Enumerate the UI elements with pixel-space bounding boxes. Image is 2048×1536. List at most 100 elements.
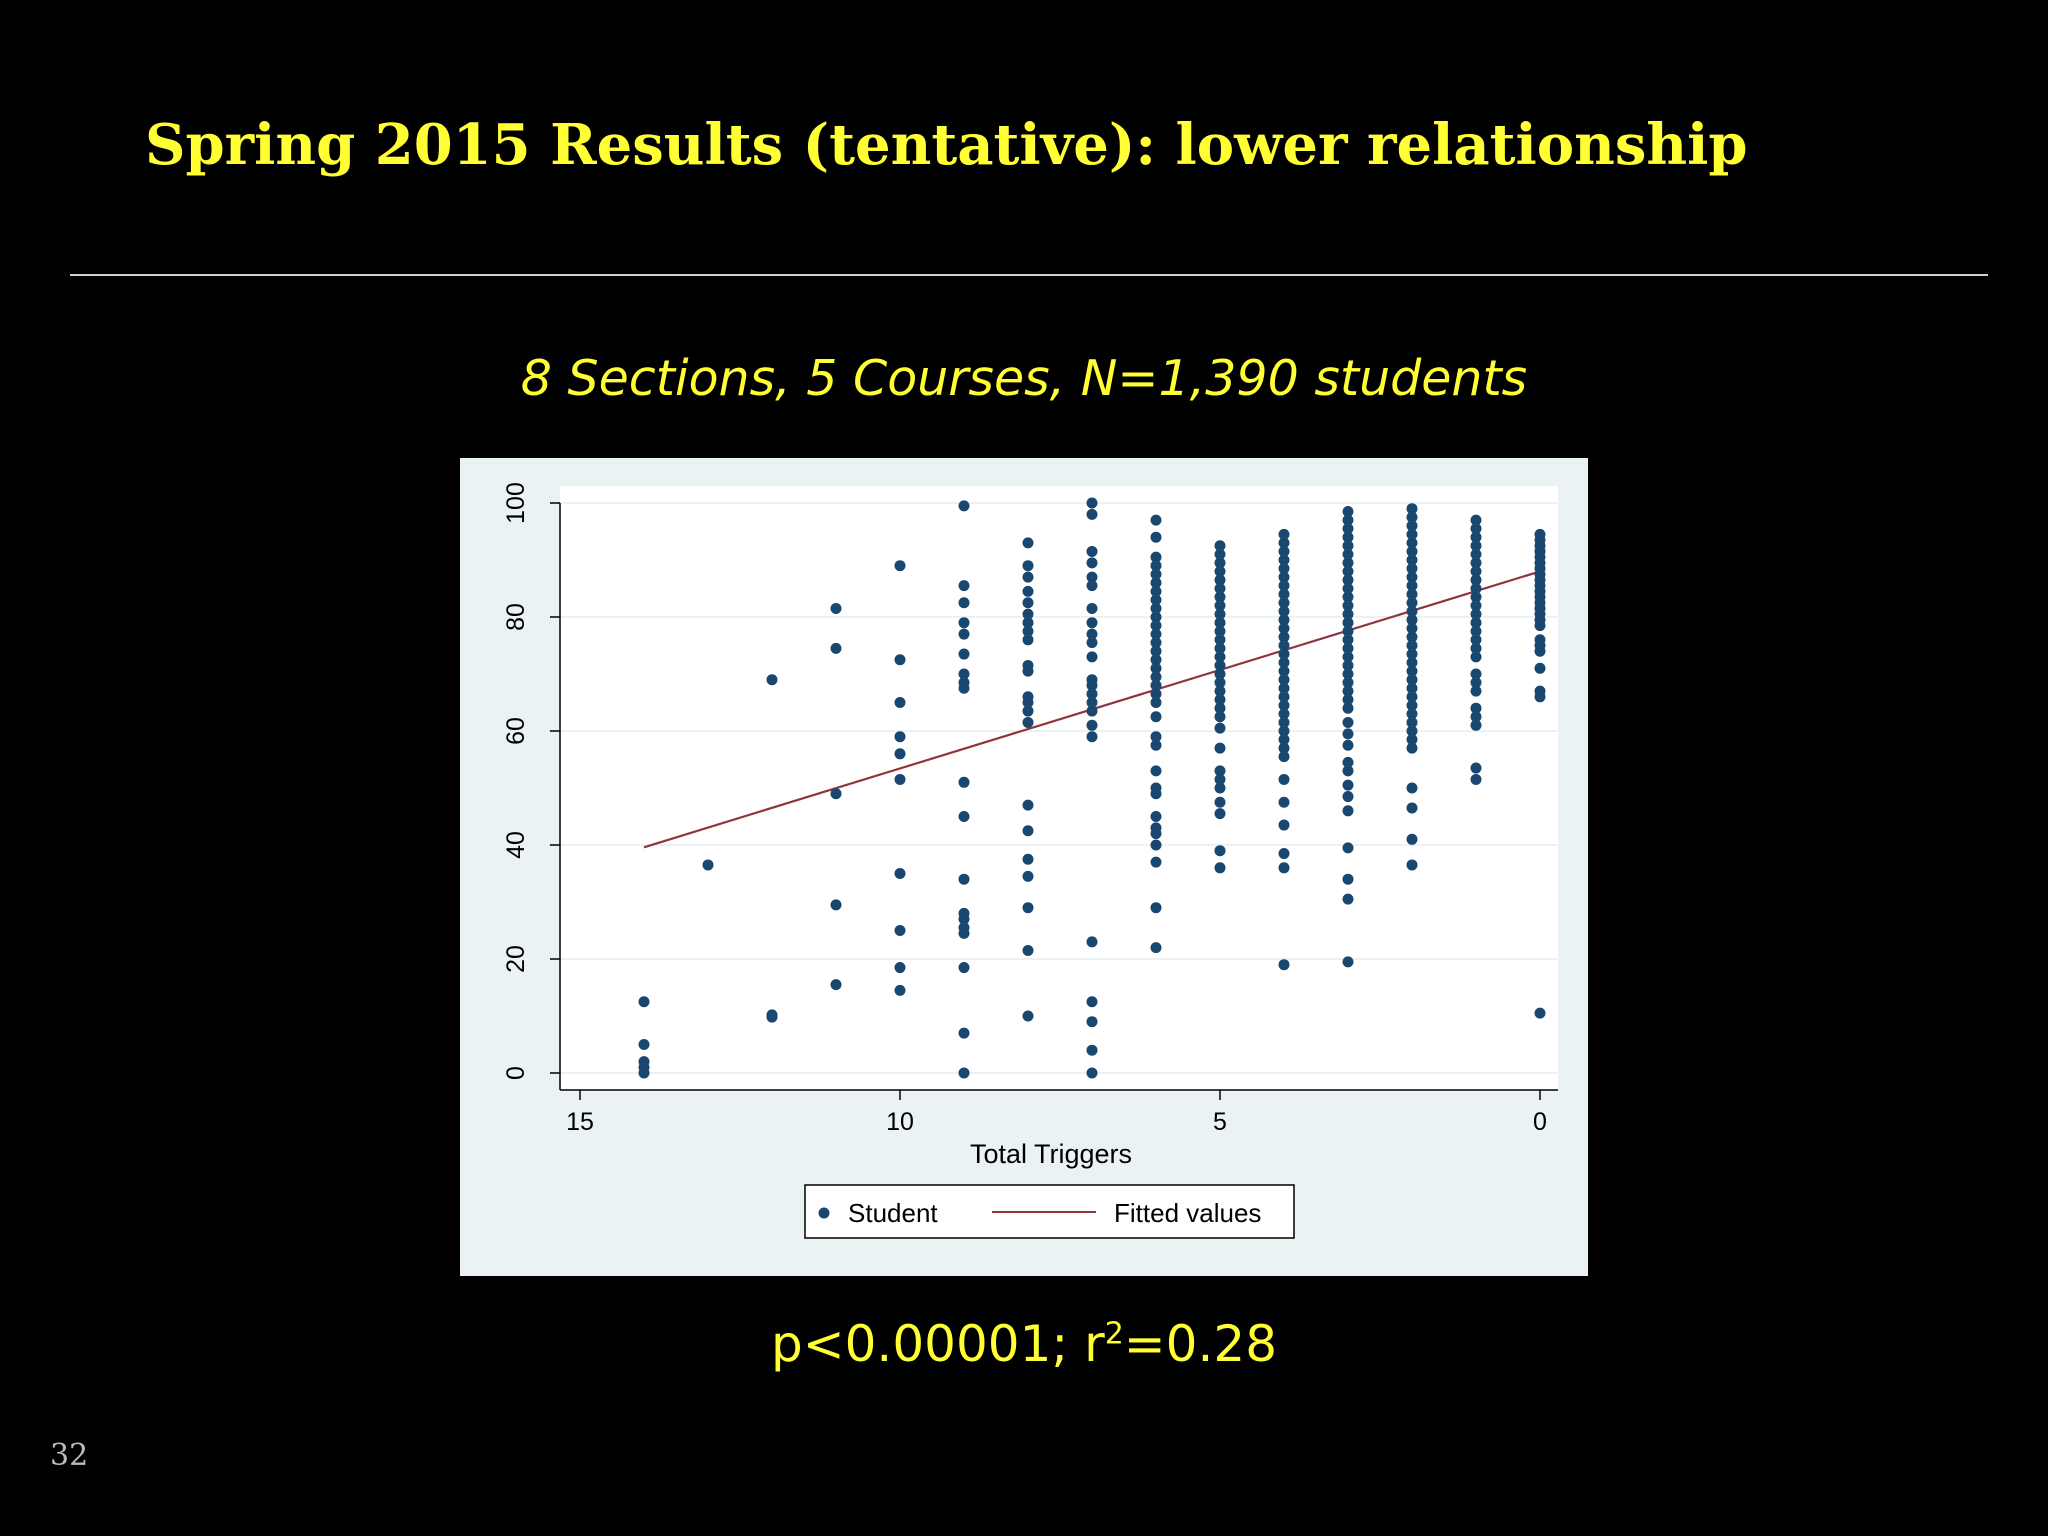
student-point xyxy=(1278,657,1290,669)
student-point xyxy=(1342,531,1354,543)
student-point xyxy=(1214,634,1226,646)
student-point xyxy=(894,654,906,666)
student-point xyxy=(1278,691,1290,703)
student-point xyxy=(1470,702,1482,714)
student-point xyxy=(1342,805,1354,817)
student-point xyxy=(1406,691,1418,703)
student-point xyxy=(830,642,842,654)
student-point xyxy=(894,773,906,785)
student-point xyxy=(1406,716,1418,728)
student-point xyxy=(1406,622,1418,634)
student-point xyxy=(1278,648,1290,660)
student-point xyxy=(1214,702,1226,714)
student-point xyxy=(958,873,970,885)
student-point xyxy=(1342,756,1354,768)
student-point xyxy=(1534,691,1546,703)
student-point xyxy=(1150,551,1162,563)
x-tick-label: 0 xyxy=(1533,1108,1547,1136)
student-point xyxy=(1150,711,1162,723)
student-point xyxy=(1342,523,1354,535)
student-point xyxy=(1470,711,1482,723)
student-point xyxy=(1342,548,1354,560)
student-point xyxy=(1278,819,1290,831)
student-point xyxy=(1150,585,1162,597)
student-point xyxy=(1406,554,1418,566)
student-point xyxy=(1470,668,1482,680)
student-point xyxy=(1342,557,1354,569)
student-point xyxy=(1022,617,1034,629)
student-point xyxy=(702,859,714,871)
student-point xyxy=(1086,617,1098,629)
student-point xyxy=(1406,640,1418,651)
student-point xyxy=(1406,563,1418,575)
student-point xyxy=(1278,725,1290,737)
student-point xyxy=(958,617,970,629)
student-point xyxy=(1342,540,1354,552)
student-point xyxy=(1342,677,1354,689)
student-point xyxy=(1342,716,1354,728)
student-point xyxy=(1470,685,1482,697)
student-point xyxy=(1214,574,1226,586)
student-point xyxy=(1342,600,1354,612)
student-point xyxy=(1470,514,1482,526)
stats-suffix: =0.28 xyxy=(1123,1315,1278,1373)
student-point xyxy=(1278,640,1290,651)
student-point xyxy=(1342,702,1354,714)
student-point xyxy=(1022,697,1034,708)
legend: Student Fitted values xyxy=(804,1184,1295,1239)
student-point xyxy=(958,1067,970,1079)
chart-subtitle: 8 Sections, 5 Courses, N=1,390 students xyxy=(520,350,1528,407)
student-point xyxy=(1022,825,1034,837)
y-tick-label: 100 xyxy=(502,482,530,524)
student-point xyxy=(1022,571,1034,583)
student-point xyxy=(830,788,842,800)
student-point xyxy=(1278,622,1290,634)
student-point xyxy=(894,731,906,743)
student-point xyxy=(1278,708,1290,720)
student-point xyxy=(1534,645,1546,657)
student-point xyxy=(1406,699,1418,711)
student-point xyxy=(1214,608,1226,620)
student-point xyxy=(1214,659,1226,671)
student-point xyxy=(638,1039,650,1050)
student-point xyxy=(1022,560,1034,572)
student-point xyxy=(1470,773,1482,785)
x-tick-label: 10 xyxy=(886,1108,914,1136)
student-point xyxy=(1214,651,1226,663)
student-point xyxy=(1022,634,1034,646)
student-point xyxy=(894,925,906,936)
student-point xyxy=(1278,734,1290,746)
student-point xyxy=(830,602,842,614)
student-point xyxy=(1278,751,1290,763)
scatter-chart: 0 20 40 60 80 100 15 10 5 0 Total Triggers Studen… xyxy=(502,482,1558,1239)
student-point xyxy=(1470,642,1482,654)
student-point xyxy=(1150,731,1162,743)
student-point xyxy=(958,668,970,680)
student-point xyxy=(1214,677,1226,689)
title-divider xyxy=(70,274,1988,276)
student-point xyxy=(894,560,906,572)
student-point xyxy=(1150,765,1162,777)
student-point xyxy=(1214,600,1226,612)
student-point xyxy=(1342,642,1354,654)
student-point xyxy=(1406,545,1418,557)
student-point xyxy=(1342,842,1354,854)
student-point xyxy=(1086,571,1098,583)
student-point xyxy=(1406,833,1418,845)
student-point xyxy=(1278,545,1290,557)
student-point xyxy=(1086,602,1098,614)
student-point xyxy=(1342,591,1354,603)
student-point xyxy=(1470,719,1482,731)
student-point xyxy=(1086,1044,1098,1056)
stats-prefix: p<0.00001; r xyxy=(770,1315,1105,1373)
student-point xyxy=(1150,828,1162,840)
student-point xyxy=(1214,796,1226,808)
student-point xyxy=(1214,540,1226,552)
student-point xyxy=(1150,662,1162,674)
student-point xyxy=(1022,870,1034,882)
student-point xyxy=(1150,839,1162,851)
student-point xyxy=(1086,731,1098,743)
student-point xyxy=(1406,648,1418,660)
student-point xyxy=(1342,625,1354,637)
student-point xyxy=(1342,565,1354,577)
